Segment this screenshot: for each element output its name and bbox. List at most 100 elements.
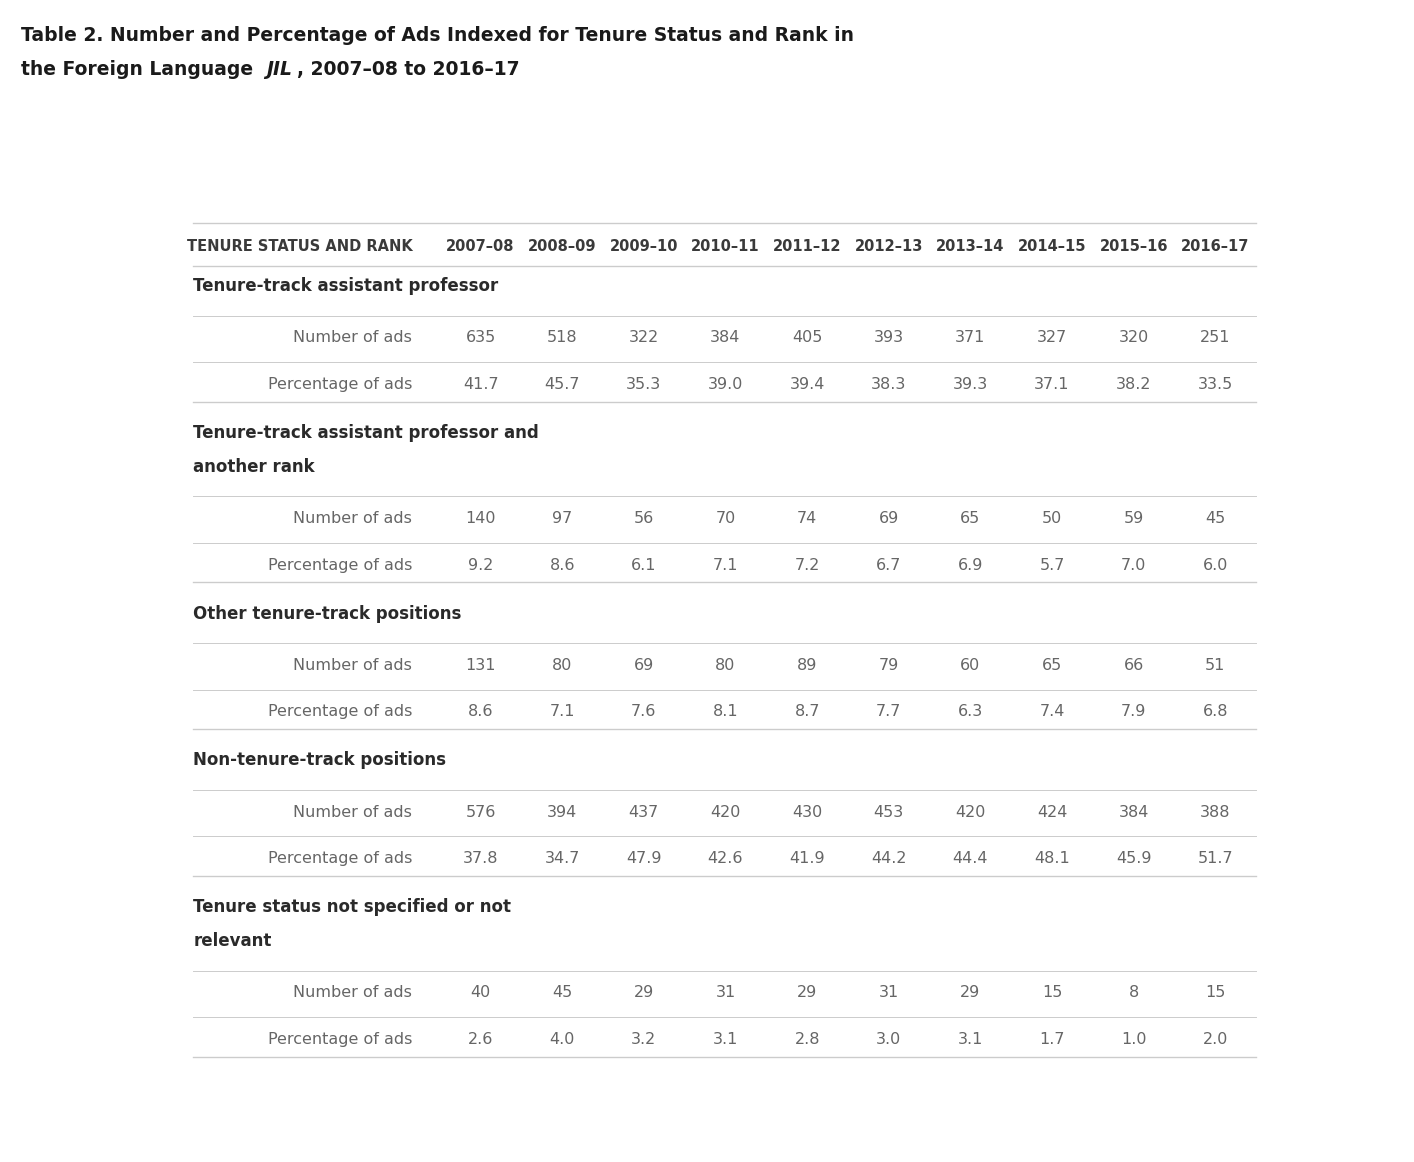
Text: Number of ads: Number of ads [294,330,413,345]
Text: 60: 60 [960,658,980,673]
Text: relevant: relevant [194,932,271,951]
Text: 65: 65 [960,511,980,526]
Text: 44.4: 44.4 [953,851,988,866]
Text: 2012–13: 2012–13 [854,239,923,254]
Text: 4.0: 4.0 [550,1032,575,1047]
Text: 2.8: 2.8 [795,1032,820,1047]
Text: 51.7: 51.7 [1198,851,1233,866]
Text: 45.9: 45.9 [1116,851,1151,866]
Text: Tenure-track assistant professor: Tenure-track assistant professor [194,278,499,295]
Text: Non-tenure-track positions: Non-tenure-track positions [194,752,447,769]
Text: 393: 393 [874,330,904,345]
Text: 7.9: 7.9 [1121,704,1147,719]
Text: 37.1: 37.1 [1034,376,1070,392]
Text: 6.1: 6.1 [631,558,656,573]
Text: 2010–11: 2010–11 [691,239,759,254]
Text: 3.0: 3.0 [877,1032,901,1047]
Text: 44.2: 44.2 [871,851,906,866]
Text: , 2007–08 to 2016–17: , 2007–08 to 2016–17 [297,60,519,79]
Text: 7.2: 7.2 [795,558,820,573]
Text: 6.0: 6.0 [1203,558,1227,573]
Text: 2.6: 2.6 [468,1032,493,1047]
Text: 8.1: 8.1 [713,704,738,719]
Text: 140: 140 [465,511,496,526]
Text: 31: 31 [715,985,735,1000]
Text: 47.9: 47.9 [626,851,662,866]
Text: 89: 89 [797,658,817,673]
Text: 327: 327 [1036,330,1068,345]
Text: 405: 405 [792,330,823,345]
Text: Tenure-track assistant professor and: Tenure-track assistant professor and [194,424,539,442]
Text: 3.1: 3.1 [957,1032,983,1047]
Text: 38.3: 38.3 [871,376,906,392]
Text: 576: 576 [465,804,496,819]
Text: 384: 384 [710,330,741,345]
Text: 31: 31 [878,985,899,1000]
Text: 2.0: 2.0 [1203,1032,1227,1047]
Text: Percentage of ads: Percentage of ads [269,376,413,392]
Text: 29: 29 [633,985,655,1000]
Text: Number of ads: Number of ads [294,985,413,1000]
Text: 33.5: 33.5 [1198,376,1233,392]
Text: 518: 518 [547,330,577,345]
Text: 7.6: 7.6 [631,704,656,719]
Text: 35.3: 35.3 [626,376,662,392]
Text: 45.7: 45.7 [544,376,580,392]
Text: Percentage of ads: Percentage of ads [269,558,413,573]
Text: Number of ads: Number of ads [294,658,413,673]
Text: 453: 453 [874,804,904,819]
Text: 384: 384 [1118,804,1150,819]
Text: 59: 59 [1124,511,1144,526]
Text: 7.7: 7.7 [877,704,902,719]
Text: 420: 420 [710,804,741,819]
Text: 6.3: 6.3 [957,704,983,719]
Text: 80: 80 [551,658,573,673]
Text: 3.2: 3.2 [631,1032,656,1047]
Text: 7.1: 7.1 [550,704,575,719]
Text: 29: 29 [960,985,980,1000]
Text: 50: 50 [1042,511,1062,526]
Text: 79: 79 [878,658,899,673]
Text: 2008–09: 2008–09 [527,239,597,254]
Text: 6.9: 6.9 [957,558,983,573]
Text: the Foreign Language: the Foreign Language [21,60,260,79]
Text: 56: 56 [633,511,655,526]
Text: another rank: another rank [194,458,315,476]
Text: 420: 420 [956,804,986,819]
Text: 38.2: 38.2 [1116,376,1151,392]
Text: 2016–17: 2016–17 [1181,239,1250,254]
Text: 3.1: 3.1 [713,1032,738,1047]
Text: 51: 51 [1205,658,1226,673]
Text: 69: 69 [878,511,899,526]
Text: 9.2: 9.2 [468,558,493,573]
Text: 65: 65 [1042,658,1062,673]
Text: 74: 74 [797,511,817,526]
Text: 2007–08: 2007–08 [447,239,515,254]
Text: 2015–16: 2015–16 [1100,239,1168,254]
Text: 7.1: 7.1 [713,558,738,573]
Text: 39.0: 39.0 [708,376,744,392]
Text: 424: 424 [1036,804,1068,819]
Text: Percentage of ads: Percentage of ads [269,704,413,719]
Text: 29: 29 [797,985,817,1000]
Text: 322: 322 [629,330,659,345]
Text: 2013–14: 2013–14 [936,239,1004,254]
Text: 42.6: 42.6 [708,851,744,866]
Text: 2009–10: 2009–10 [609,239,679,254]
Text: 8.7: 8.7 [795,704,820,719]
Text: 437: 437 [629,804,659,819]
Text: 635: 635 [465,330,496,345]
Text: 37.8: 37.8 [462,851,498,866]
Text: TENURE STATUS AND RANK: TENURE STATUS AND RANK [187,239,413,254]
Text: Other tenure-track positions: Other tenure-track positions [194,604,461,623]
Text: JIL: JIL [266,60,293,79]
Text: 8.6: 8.6 [550,558,575,573]
Text: 320: 320 [1118,330,1148,345]
Text: 5.7: 5.7 [1039,558,1065,573]
Text: 388: 388 [1200,804,1230,819]
Text: 40: 40 [471,985,491,1000]
Text: 97: 97 [551,511,573,526]
Text: 15: 15 [1205,985,1226,1000]
Text: Table 2. Number and Percentage of Ads Indexed for Tenure Status and Rank in: Table 2. Number and Percentage of Ads In… [21,26,854,44]
Text: Tenure status not specified or not: Tenure status not specified or not [194,898,512,916]
